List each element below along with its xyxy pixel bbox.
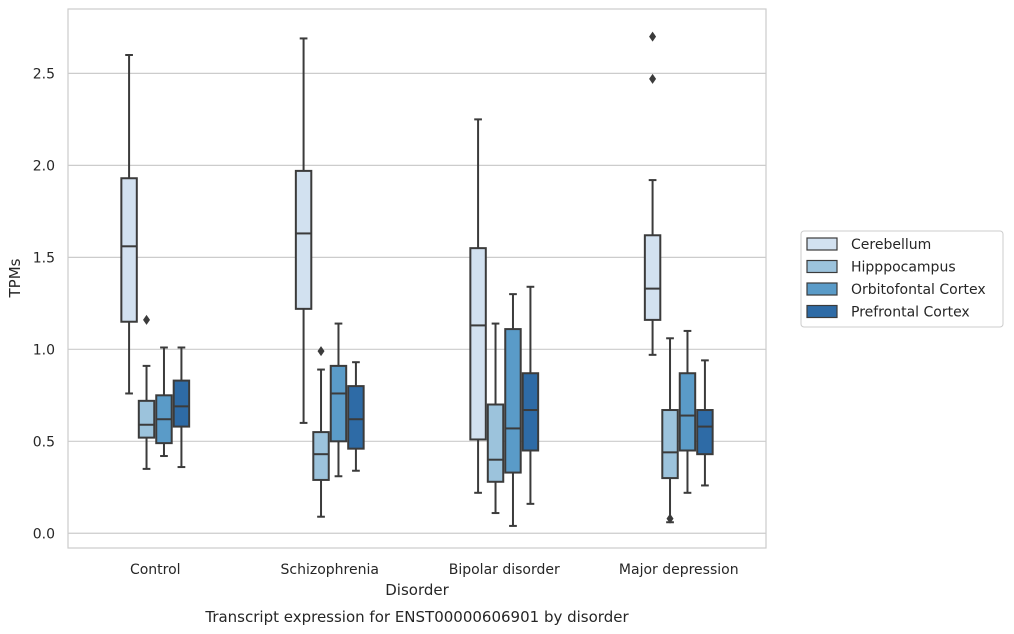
x-axis-label: Disorder bbox=[385, 581, 449, 599]
iqr-box bbox=[172, 379, 191, 428]
box-cerebellum bbox=[294, 37, 313, 424]
legend-swatch bbox=[806, 304, 838, 319]
legend-entries: Cerebellum Hipppocampus Orbitofontal Corte… bbox=[806, 237, 986, 321]
outlier-point bbox=[649, 73, 657, 84]
box-hipppocampus bbox=[137, 314, 156, 470]
outlier-point bbox=[143, 314, 151, 325]
box-cerebellum bbox=[643, 31, 662, 356]
legend-label: Orbitofontal Cortex bbox=[851, 282, 986, 298]
box-hipppocampus bbox=[661, 337, 679, 524]
box-orbitofontal-cortex bbox=[329, 322, 348, 478]
box-prefrontal-cortex bbox=[347, 361, 365, 472]
iqr-box bbox=[120, 177, 138, 323]
box-orbitofontal-cortex bbox=[678, 329, 697, 494]
legend-frame bbox=[800, 230, 1004, 328]
y-tick-label: 0.0 bbox=[33, 526, 55, 542]
box-orbitofontal-cortex bbox=[504, 293, 522, 527]
x-tick-label: Major depression bbox=[619, 562, 739, 578]
iqr-box bbox=[678, 372, 697, 452]
outlier-point bbox=[649, 31, 657, 42]
chart-title: Transcript expression for ENST0000060690… bbox=[204, 608, 629, 626]
legend-label: Hipppocampus bbox=[851, 260, 956, 276]
x-tick-label: Control bbox=[130, 562, 181, 578]
y-tick-label: 1.0 bbox=[33, 342, 55, 358]
outlier-point bbox=[666, 513, 674, 524]
plot-area-frame bbox=[67, 8, 767, 549]
outlier-point bbox=[317, 346, 325, 357]
iqr-box bbox=[347, 385, 365, 450]
legend-label: Cerebellum bbox=[851, 237, 931, 253]
x-tick-label: Bipolar disorder bbox=[449, 562, 560, 578]
iqr-box bbox=[661, 409, 679, 480]
box-hipppocampus bbox=[312, 346, 330, 518]
gridlines bbox=[68, 72, 766, 534]
box-cerebellum bbox=[120, 53, 138, 395]
legend-label: Prefrontal Cortex bbox=[851, 305, 970, 321]
iqr-box bbox=[486, 403, 505, 483]
legend-swatch bbox=[806, 237, 838, 251]
iqr-box bbox=[294, 169, 313, 310]
legend-swatch bbox=[806, 259, 838, 274]
box-prefrontal-cortex bbox=[521, 285, 540, 505]
iqr-box bbox=[469, 247, 487, 441]
iqr-box bbox=[504, 328, 522, 474]
iqr-box bbox=[521, 372, 540, 452]
box-hipppocampus bbox=[486, 322, 505, 515]
y-tick-label: 2.0 bbox=[33, 158, 55, 174]
x-axis-ticks: Control Schizophrenia Bipolar disorder Majo… bbox=[130, 562, 739, 578]
iqr-box bbox=[643, 234, 662, 321]
y-tick-label: 1.5 bbox=[33, 250, 55, 266]
legend-swatch bbox=[806, 282, 838, 296]
x-tick-label: Schizophrenia bbox=[281, 562, 379, 578]
legend: Cerebellum Hipppocampus Orbitofontal Corte… bbox=[800, 230, 1004, 328]
y-tick-label: 0.5 bbox=[33, 434, 55, 450]
iqr-box bbox=[137, 399, 156, 439]
iqr-box bbox=[312, 431, 330, 481]
box-prefrontal-cortex bbox=[172, 346, 191, 469]
box-prefrontal-cortex bbox=[696, 359, 714, 487]
iqr-box bbox=[696, 409, 714, 456]
box-orbitofontal-cortex bbox=[155, 346, 173, 458]
iqr-box bbox=[329, 364, 348, 443]
box-cerebellum bbox=[469, 118, 487, 494]
boxes bbox=[120, 31, 714, 527]
y-axis-ticks: 0.0 0.5 1.0 1.5 2.0 2.5 bbox=[33, 66, 55, 542]
y-axis-label: TPMs bbox=[6, 258, 24, 298]
y-tick-label: 2.5 bbox=[33, 66, 55, 82]
